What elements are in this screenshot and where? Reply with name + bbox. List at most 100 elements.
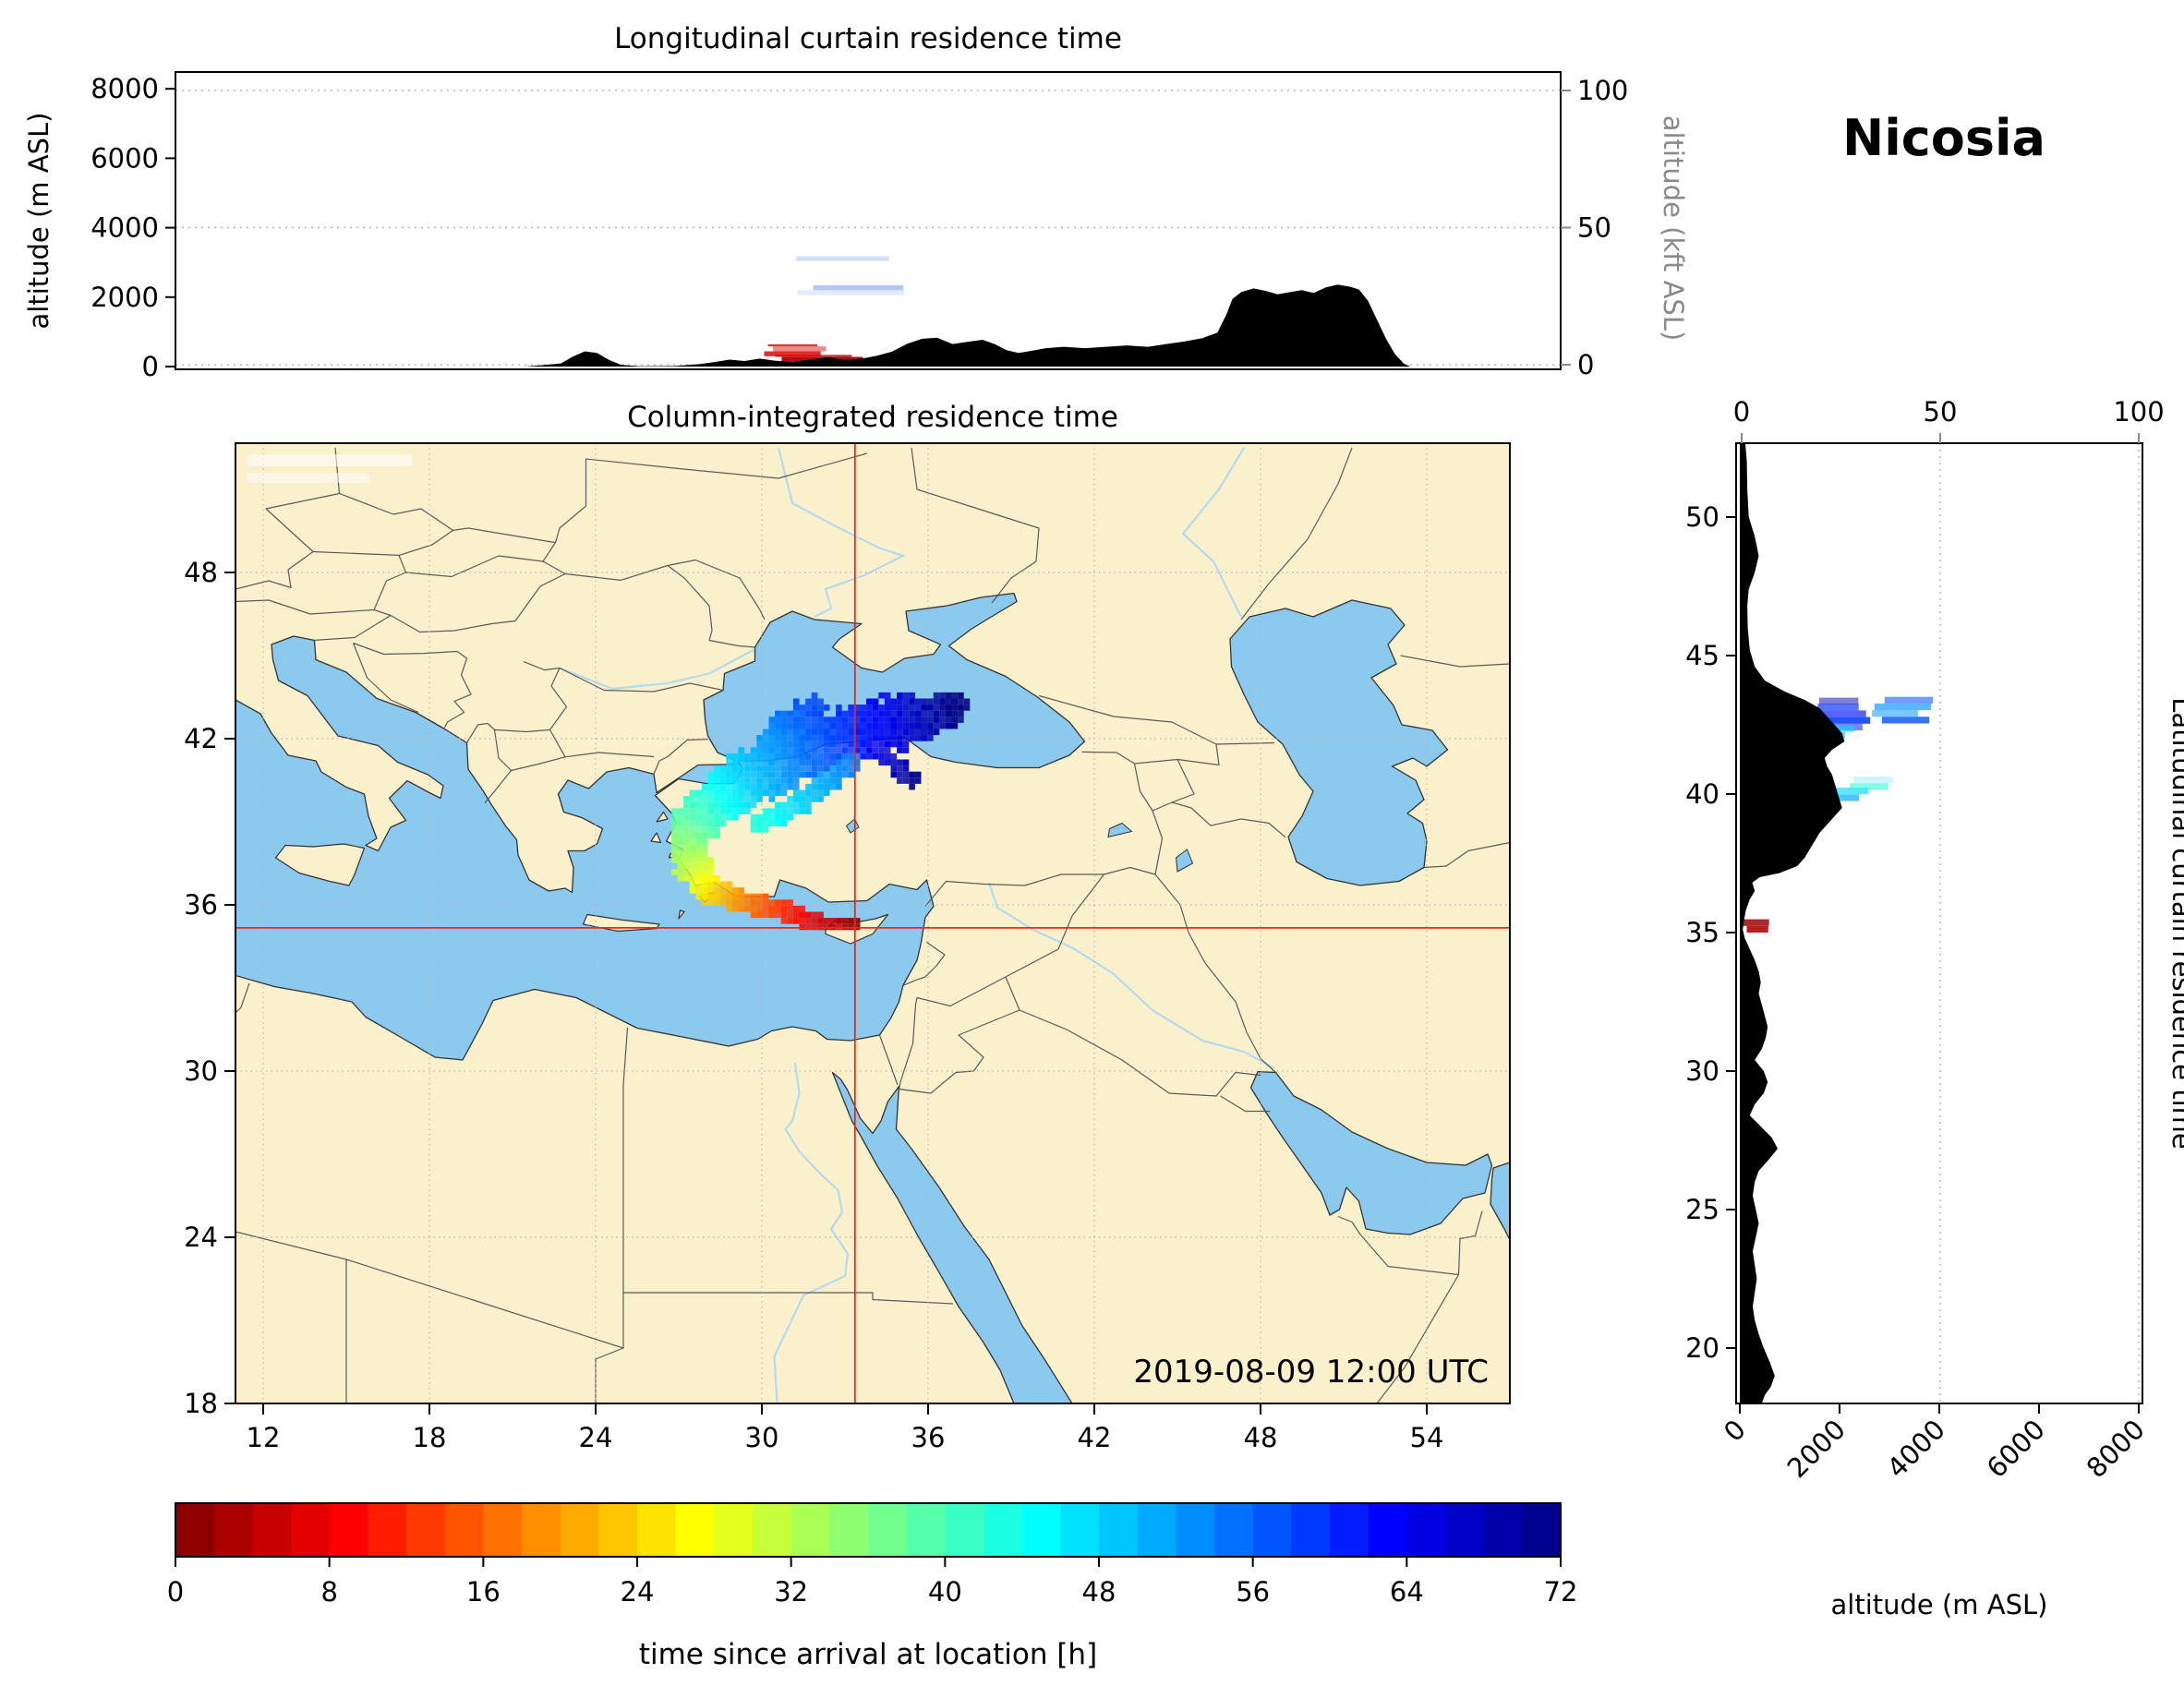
tick-label: 0 — [1733, 396, 1750, 428]
residence-cell — [836, 717, 842, 723]
residence-cell — [823, 765, 830, 772]
residence-cell — [817, 918, 824, 924]
residence-cell — [756, 753, 763, 760]
residence-cell — [780, 710, 788, 717]
residence-cell — [823, 704, 830, 711]
residence-cell — [689, 887, 696, 894]
colorbar-segment — [983, 1503, 1023, 1557]
residence-cell — [823, 735, 830, 741]
residence-cell — [670, 850, 678, 858]
longitudinal-curtain-panel: 0 2000 4000 6000 8000 0 50 100 Longitudinal cur… — [23, 22, 1689, 382]
colorbar-segment — [368, 1503, 407, 1557]
residence-cell — [1829, 788, 1869, 795]
residence-cell — [762, 905, 769, 912]
colorbar-segment — [291, 1503, 331, 1557]
residence-cell — [695, 893, 702, 900]
residence-cell — [890, 741, 898, 748]
colorbar-segment — [945, 1503, 984, 1557]
sea — [1249, 1070, 1493, 1235]
residence-cell — [829, 759, 837, 766]
residence-cell — [707, 857, 715, 863]
residence-cell — [780, 820, 788, 827]
residence-cell — [701, 887, 708, 894]
residence-cell — [719, 801, 727, 809]
residence-cell — [811, 741, 818, 748]
country-border — [484, 770, 512, 803]
residence-cell — [738, 783, 745, 790]
residence-cell — [695, 881, 702, 888]
residence-cell — [768, 753, 776, 760]
country-border — [1376, 1274, 1460, 1403]
residence-cell — [683, 808, 690, 814]
country-border — [373, 572, 406, 610]
country-border — [352, 643, 419, 714]
residence-cell — [767, 343, 817, 347]
residence-cell — [958, 717, 964, 723]
residence-cell — [750, 820, 757, 827]
residence-cell — [933, 692, 940, 699]
residence-cell — [811, 789, 818, 797]
colorbar-segment — [1252, 1503, 1293, 1557]
residence-cell — [1850, 783, 1888, 790]
residence-cell — [731, 759, 739, 766]
residence-cell — [714, 881, 720, 888]
residence-cell — [780, 911, 788, 919]
sea — [1229, 599, 1449, 886]
residence-cell — [958, 704, 964, 711]
latitudinal-right-label: Latitudinal curtain residence time — [2166, 697, 2184, 1150]
residence-cell — [750, 771, 757, 778]
residence-cell — [1823, 794, 1860, 801]
residence-cell — [689, 813, 696, 821]
country-border — [1423, 841, 1510, 869]
residence-cell — [853, 741, 861, 748]
residence-cell — [707, 783, 715, 790]
residence-cell — [756, 820, 763, 827]
residence-cell — [853, 722, 861, 729]
residence-cell — [872, 747, 879, 753]
residence-cell — [909, 692, 915, 699]
residence-cell — [811, 771, 818, 778]
residence-cell — [817, 783, 824, 790]
residence-cell — [762, 820, 769, 827]
residence-cell — [884, 704, 891, 711]
residence-cell — [695, 850, 702, 858]
colorbar-segment — [1176, 1503, 1215, 1557]
residence-cell — [780, 771, 788, 778]
residence-cell — [853, 759, 861, 766]
residence-cell — [933, 717, 940, 723]
residence-cell — [738, 753, 745, 760]
residence-cell — [1875, 703, 1931, 711]
residence-cell — [823, 777, 830, 784]
tick-label: 42 — [184, 723, 218, 754]
tick-label: 42 — [1078, 1422, 1112, 1453]
colorbar-segment — [598, 1503, 638, 1557]
country-border — [911, 447, 1040, 604]
country-border — [916, 976, 1007, 1007]
residence-cell — [817, 704, 824, 711]
residence-cell — [836, 710, 842, 717]
residence-cell — [750, 893, 757, 900]
residence-cell — [951, 698, 959, 705]
residence-cell — [768, 911, 776, 919]
residence-cell — [670, 869, 678, 875]
residence-cell — [701, 808, 708, 814]
tick-label: 2000 — [1781, 1414, 1852, 1484]
station-title: Nicosia — [1842, 109, 2045, 167]
country-border — [1152, 810, 1164, 875]
residence-cell — [878, 722, 885, 729]
residence-cell — [719, 893, 727, 900]
country-border — [549, 668, 568, 730]
residence-cell — [841, 918, 849, 924]
residence-cell — [939, 710, 946, 717]
residence-cell — [707, 826, 715, 833]
residence-cell — [884, 759, 891, 766]
residence-cell — [914, 704, 922, 711]
residence-cell — [817, 729, 824, 736]
residence-cell — [817, 771, 824, 778]
residence-cell — [884, 753, 891, 760]
residence-cell — [890, 717, 898, 723]
country-border — [443, 651, 472, 729]
residence-cell — [909, 735, 915, 741]
residence-cell — [756, 747, 763, 753]
colorbar-segment — [1021, 1503, 1062, 1557]
